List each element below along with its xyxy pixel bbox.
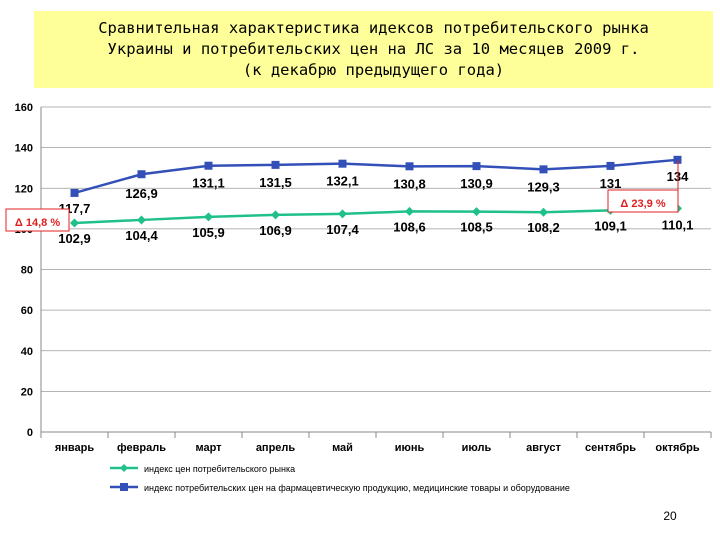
data-point [338, 159, 347, 168]
data-point [137, 215, 146, 225]
data-point [472, 207, 481, 217]
x-tick-label: апрель [256, 442, 296, 454]
series-line-1 [74, 207, 678, 225]
data-point [271, 160, 280, 169]
data-label: 129,3 [527, 179, 560, 194]
annotation-delta-left: Δ 14,8 % [15, 217, 60, 229]
data-label: 108,2 [527, 220, 560, 235]
data-point [606, 161, 615, 170]
legend-label-1: индекс цен потребительского рынка [144, 464, 295, 474]
data-label: 126,9 [125, 186, 158, 201]
data-point [204, 161, 213, 170]
data-point [70, 188, 79, 197]
data-label: 130,8 [393, 176, 426, 191]
y-tick-label: 160 [15, 102, 33, 114]
y-tick-label: 20 [21, 386, 33, 398]
data-point [271, 210, 280, 220]
title-line-2: Украины и потребительских цен на ЛС за 1… [107, 40, 640, 58]
data-label: 131,5 [259, 175, 292, 190]
data-label: 108,5 [460, 220, 493, 235]
page-number: 20 [663, 509, 677, 523]
data-label: 109,1 [594, 218, 627, 233]
data-point [539, 165, 548, 174]
annotation-delta-left-box [5, 208, 70, 232]
data-label: 130,9 [460, 176, 493, 191]
x-tick-label: октябрь [655, 442, 700, 454]
data-point [70, 218, 79, 228]
x-tick-label: март [195, 442, 222, 454]
data-label: 105,9 [192, 225, 225, 240]
title-line-3: (к декабрю предыдущего года) [242, 61, 505, 79]
data-label: 131 [600, 176, 622, 191]
y-tick-label: 120 [15, 183, 33, 195]
data-label: 107,4 [326, 222, 359, 237]
y-tick-label: 40 [21, 346, 33, 358]
data-point [204, 212, 213, 222]
x-tick-label: февраль [117, 442, 166, 454]
x-tick-label: январь [55, 442, 95, 454]
data-label: 110,1 [662, 217, 694, 232]
data-point [137, 170, 146, 179]
x-tick-label: сентябрь [585, 442, 636, 454]
data-point [472, 162, 481, 171]
data-label: 106,9 [259, 223, 292, 238]
title-line-1: Сравнительная характеристика идексов пот… [98, 19, 649, 37]
data-label: 102,9 [58, 231, 91, 246]
title-box: Сравнительная характеристика идексов пот… [34, 11, 713, 88]
x-tick-label: июнь [395, 442, 425, 454]
legend-marker-1 [120, 464, 128, 472]
data-point [405, 162, 414, 171]
y-tick-label: 0 [27, 427, 33, 439]
series-line-2 [74, 158, 678, 195]
data-point [338, 209, 347, 219]
x-tick-label: май [332, 442, 353, 454]
y-tick-label: 60 [21, 305, 33, 317]
data-label: 131,1 [192, 176, 225, 191]
annotation-delta-right: Δ 23,9 % [620, 198, 665, 210]
y-tick-label: 140 [15, 143, 33, 155]
data-label: 132,1 [326, 174, 359, 189]
data-label: 108,6 [393, 219, 426, 234]
x-tick-label: июль [462, 442, 492, 454]
legend-label-2: индекс потребительских цен на фармацевти… [144, 483, 570, 493]
y-tick-label: 80 [21, 265, 33, 277]
data-point [539, 207, 548, 217]
x-tick-label: август [526, 442, 561, 454]
data-label: 104,4 [125, 228, 158, 243]
legend-marker-2 [120, 483, 128, 491]
data-point [405, 206, 414, 216]
